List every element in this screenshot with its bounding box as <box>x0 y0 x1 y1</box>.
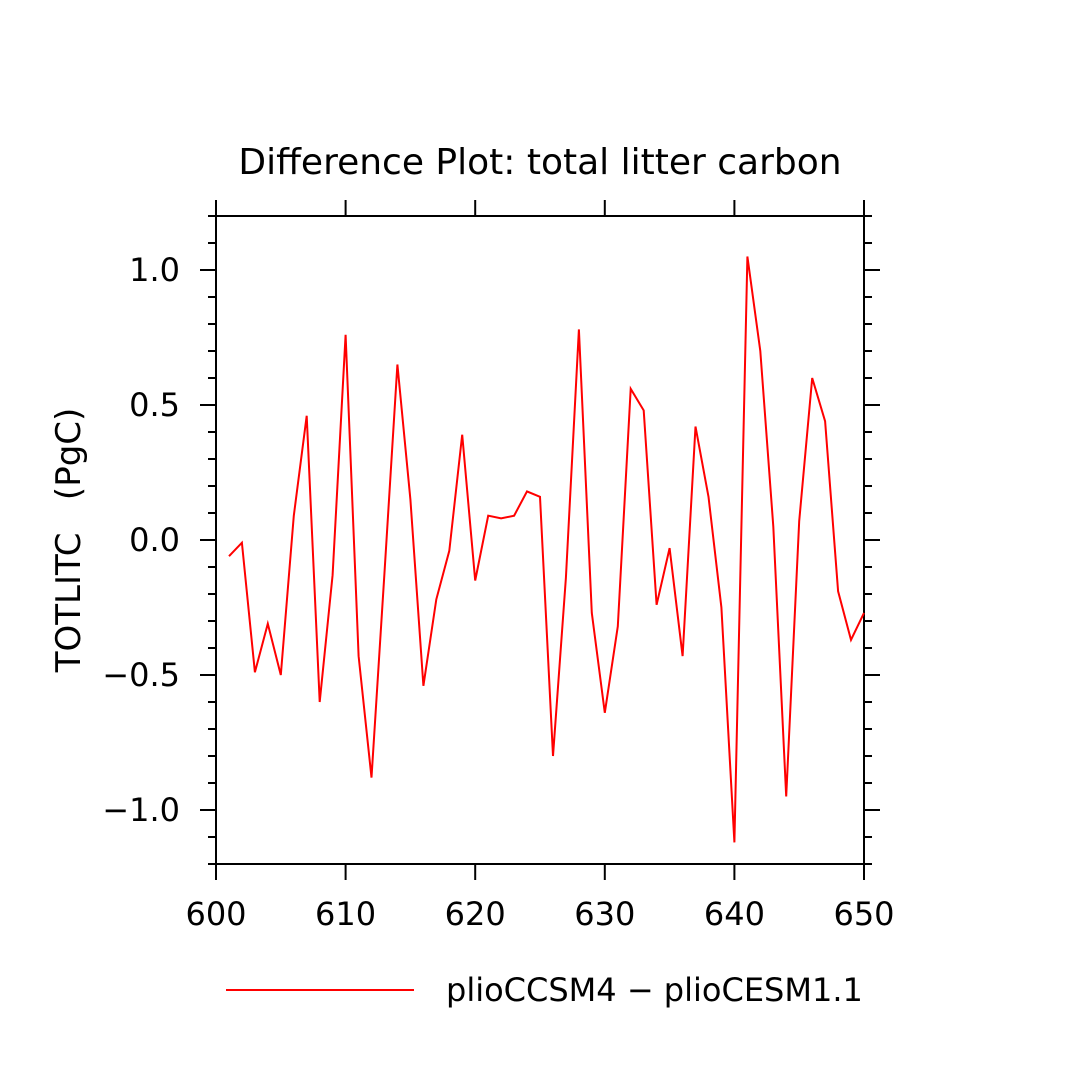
x-tick-label: 650 <box>833 895 894 933</box>
y-tick-labels: −1.0 −0.5 0.0 0.5 1.0 <box>102 251 180 829</box>
x-tick-labels: 600 610 620 630 640 650 <box>185 895 894 933</box>
legend: plioCCSM4 − plioCESM1.1 <box>226 971 863 1009</box>
legend-label: plioCCSM4 − plioCESM1.1 <box>446 971 863 1009</box>
y-tick-label: −1.0 <box>102 791 180 829</box>
x-tick-label: 620 <box>445 895 506 933</box>
axis-ticks <box>200 200 880 880</box>
y-axis-label: TOTLITC (PgC) <box>49 408 89 674</box>
y-tick-label: 0.0 <box>129 521 180 559</box>
series-line <box>228 256 865 843</box>
x-tick-label: 610 <box>315 895 376 933</box>
series-layer <box>228 256 865 843</box>
y-tick-label: 0.5 <box>129 386 180 424</box>
chart-title: Difference Plot: total litter carbon <box>238 142 841 183</box>
y-tick-label: −0.5 <box>102 656 180 694</box>
x-tick-label: 640 <box>704 895 765 933</box>
y-tick-label: 1.0 <box>129 251 180 289</box>
x-tick-label: 630 <box>574 895 635 933</box>
x-tick-label: 600 <box>185 895 246 933</box>
